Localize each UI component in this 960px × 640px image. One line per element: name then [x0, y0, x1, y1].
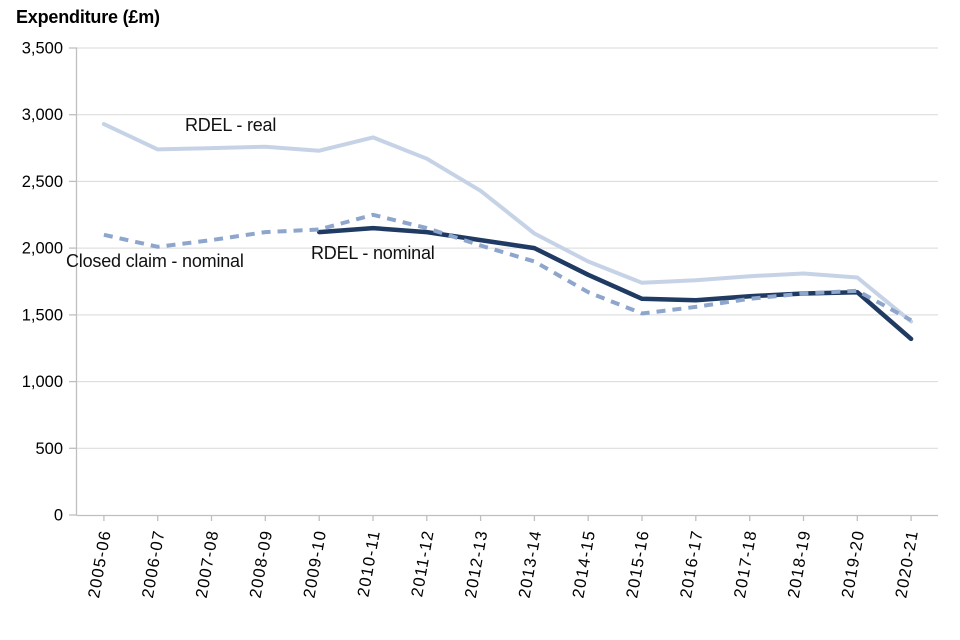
x-tick-label: 2005-06: [85, 529, 115, 600]
series-line-closed-claim-nominal: [103, 212, 913, 322]
x-tick-label: 2016-17: [677, 529, 707, 600]
y-tick-label: 1,000: [22, 373, 63, 391]
series-label-closed-claim-nominal: Closed claim - nominal: [66, 251, 244, 271]
y-tick-label: 3,000: [22, 106, 63, 124]
series-label-rdel-nominal: RDEL - nominal: [311, 243, 435, 263]
x-tick-label: 2009-10: [300, 529, 330, 600]
x-tick-label: 2018-19: [785, 529, 815, 600]
y-tick-label: 2,000: [22, 240, 63, 258]
y-tick-label: 2,500: [22, 173, 63, 191]
y-tick-label: 500: [35, 440, 63, 458]
y-tick-label: 1,500: [22, 306, 63, 324]
x-tick-label: 2015-16: [623, 529, 653, 600]
x-tick-label: 2019-20: [839, 529, 869, 600]
x-tick-label: 2014-15: [569, 529, 599, 600]
series-line-rdel-nominal: [316, 225, 914, 342]
x-tick-label: 2020-21: [892, 529, 922, 600]
x-tick-label: 2013-14: [516, 529, 546, 600]
y-tick-label: 3,500: [22, 40, 63, 58]
y-tick-label: 0: [54, 507, 63, 525]
x-tick-label: 2006-07: [139, 529, 169, 600]
x-tick-label: 2007-08: [193, 529, 223, 600]
x-tick-label: 2010-11: [354, 529, 383, 599]
x-tick-label: 2011-12: [408, 529, 437, 599]
x-tick-label: 2008-09: [247, 529, 277, 600]
x-tick-label: 2017-18: [731, 529, 761, 600]
series-line-rdel-real: [101, 122, 914, 324]
series-label-rdel-real: RDEL - real: [185, 115, 277, 135]
x-tick-label: 2012-13: [462, 529, 492, 600]
chart-title: Expenditure (£m): [16, 7, 160, 27]
